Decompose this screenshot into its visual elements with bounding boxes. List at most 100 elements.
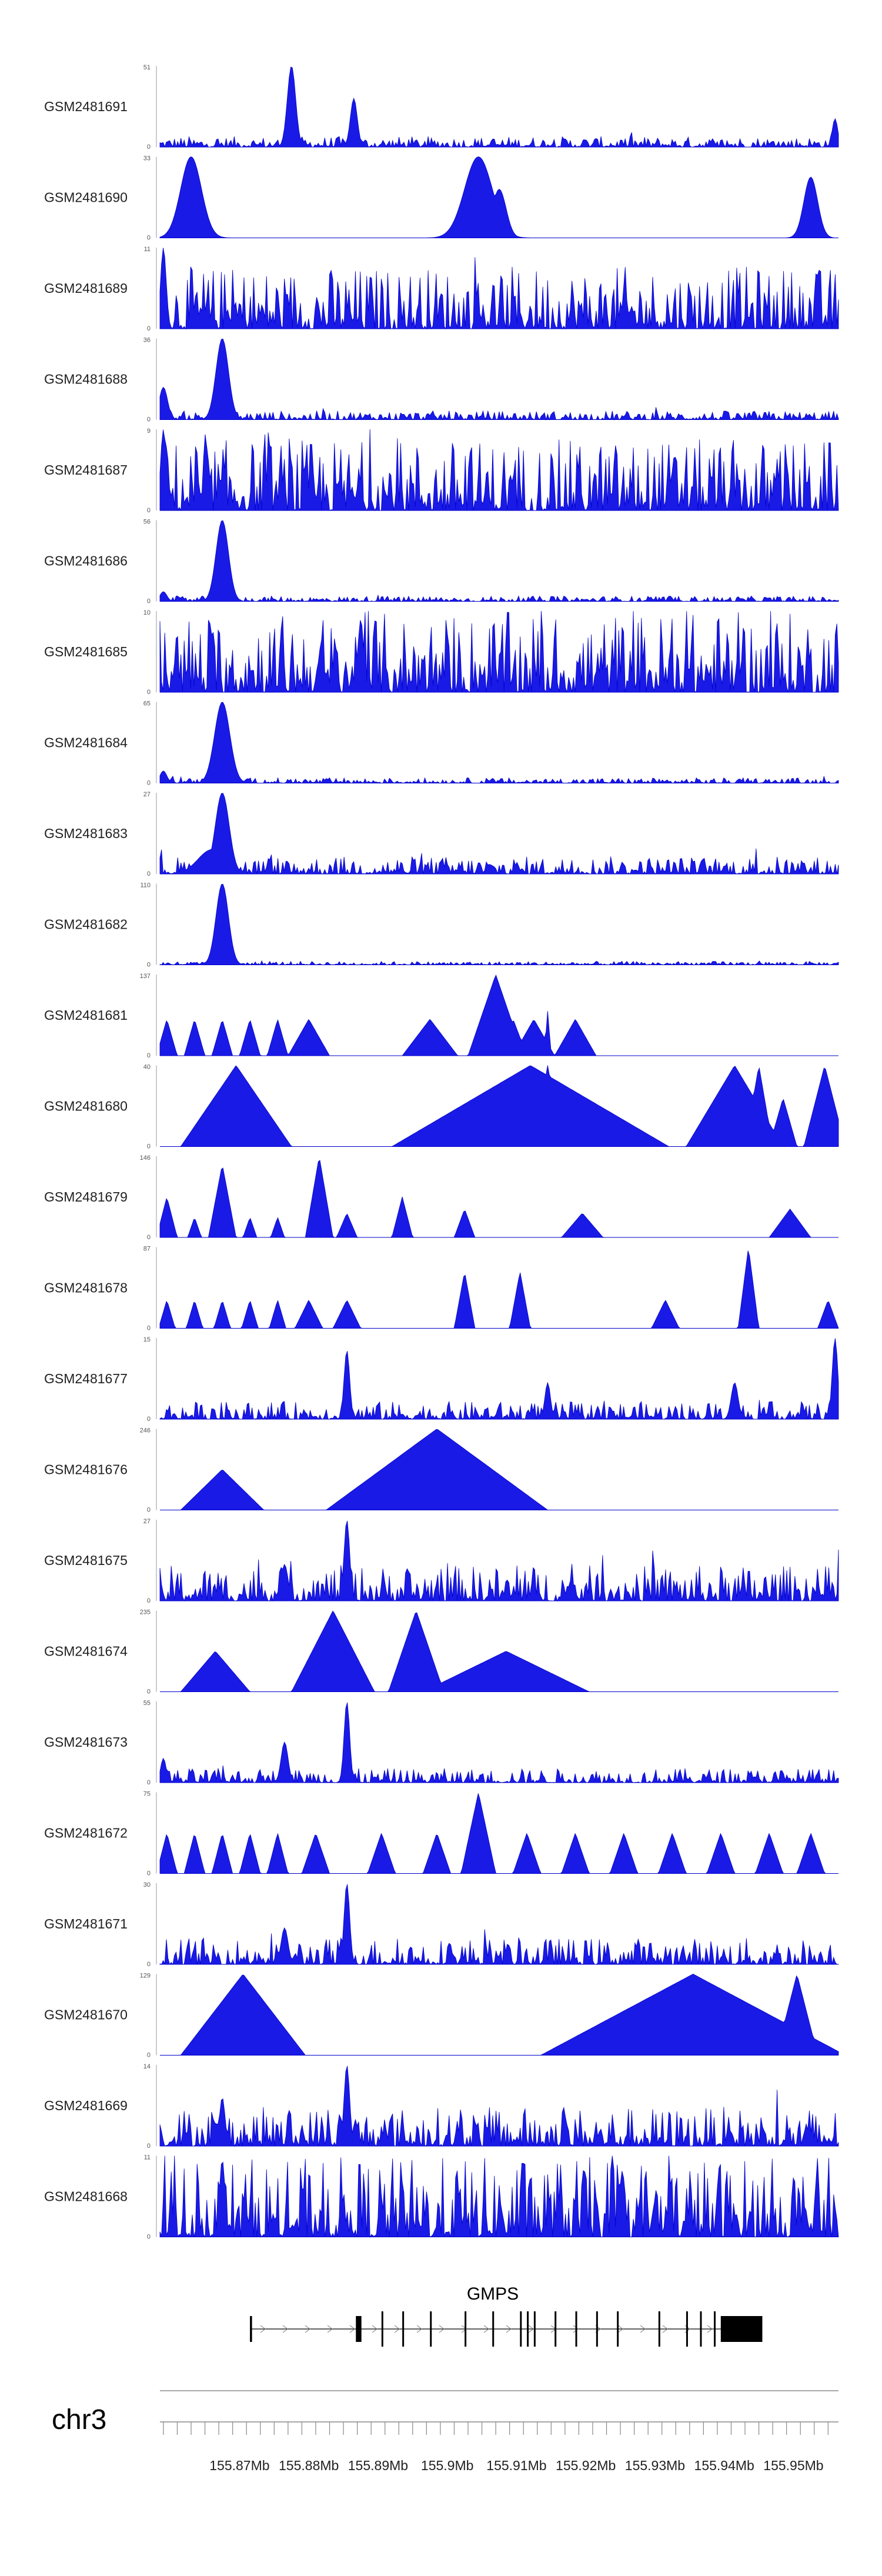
y-max-label: 14	[143, 2063, 151, 2070]
sample-label: GSM2481690	[44, 190, 128, 205]
coverage-area	[159, 520, 839, 602]
coverage-area	[159, 1250, 839, 1329]
y-min-label: 0	[147, 1234, 151, 1241]
y-max-label: 56	[143, 519, 151, 526]
y-min-label: 0	[147, 1143, 151, 1150]
coverage-area	[160, 1974, 839, 2056]
chromosome-label: chr3	[52, 2404, 106, 2435]
y-min-label: 0	[147, 507, 151, 514]
y-max-label: 51	[143, 64, 151, 71]
sample-label: GSM2481671	[44, 1916, 128, 1931]
coverage-area	[159, 1793, 838, 1874]
coverage-area	[159, 338, 839, 421]
track-GSM2481671: GSM2481671 30 0	[44, 1881, 839, 1968]
y-max-label: 40	[143, 1064, 151, 1071]
strand-arrow-icon	[327, 2325, 333, 2333]
gene-exon	[658, 2311, 660, 2347]
sample-label: GSM2481679	[44, 1189, 128, 1204]
track-GSM2481678: GSM2481678 87 0	[44, 1246, 839, 1332]
coverage-area	[159, 2155, 839, 2238]
y-min-label: 0	[147, 2143, 151, 2150]
strand-arrow-icon	[260, 2325, 266, 2333]
gene-exon	[381, 2311, 383, 2347]
sample-label: GSM2481684	[44, 735, 128, 750]
gene-exon	[250, 2316, 252, 2342]
strand-arrow-icon	[617, 2325, 623, 2333]
coverage-area	[159, 975, 838, 1056]
y-min-label: 0	[147, 962, 151, 969]
strand-arrow-icon	[349, 2325, 355, 2333]
gene-name-label: GMPS	[467, 2284, 519, 2304]
sample-label: GSM2481687	[44, 462, 128, 478]
y-max-label: 33	[143, 155, 151, 162]
coverage-area	[159, 66, 839, 148]
coverage-area	[159, 1520, 839, 1602]
track-GSM2481683: GSM2481683 27 0	[44, 791, 839, 877]
coverage-area	[159, 610, 839, 693]
y-min-label: 0	[147, 870, 151, 877]
sample-label: GSM2481672	[44, 1826, 128, 1841]
y-max-label: 27	[143, 1518, 151, 1525]
strand-arrow-icon	[282, 2325, 288, 2333]
gene-exon	[402, 2311, 405, 2347]
gene-exon	[575, 2311, 577, 2347]
strand-arrow-icon	[372, 2325, 377, 2333]
strand-arrow-icon	[439, 2325, 445, 2333]
y-min-label: 0	[147, 325, 151, 332]
y-min-label: 0	[147, 144, 151, 151]
strand-arrow-icon	[305, 2325, 310, 2333]
track-GSM2481676: GSM2481676 246 0	[44, 1427, 838, 1514]
y-max-label: 11	[144, 2154, 151, 2161]
y-min-label: 0	[147, 2052, 151, 2059]
track-GSM2481686: GSM2481686 56 0	[44, 519, 839, 605]
y-min-label: 0	[147, 1507, 151, 1514]
y-min-label: 0	[147, 1416, 151, 1423]
y-min-label: 0	[147, 235, 151, 242]
y-min-label: 0	[147, 1870, 151, 1877]
sample-label: GSM2481669	[44, 2098, 128, 2113]
gene-exon	[700, 2311, 702, 2347]
gene-exon	[465, 2311, 467, 2347]
sample-label: GSM2481688	[44, 372, 128, 387]
strand-arrow-icon	[506, 2325, 512, 2333]
gene-exon	[356, 2316, 362, 2342]
strand-arrow-icon	[573, 2325, 579, 2333]
y-max-label: 30	[143, 1881, 151, 1888]
sample-label: GSM2481673	[44, 1734, 128, 1750]
track-GSM2481691: GSM2481691 51 0	[44, 64, 839, 151]
y-max-label: 75	[143, 1791, 151, 1798]
coverage-area	[159, 2066, 839, 2147]
y-min-label: 0	[147, 2234, 151, 2241]
y-min-label: 0	[147, 1597, 151, 1604]
track-GSM2481673: GSM2481673 55 0	[44, 1700, 839, 1786]
gene-exon	[596, 2311, 598, 2347]
gene-exon	[554, 2311, 557, 2347]
sample-label: GSM2481681	[44, 1007, 128, 1023]
track-GSM2481674: GSM2481674 235 0	[44, 1609, 838, 1696]
sample-label: GSM2481677	[44, 1371, 128, 1386]
y-max-label: 15	[143, 1336, 151, 1343]
y-min-label: 0	[147, 416, 151, 423]
track-GSM2481689: GSM2481689 11 0	[44, 246, 839, 332]
gene-track: GMPS	[250, 2284, 763, 2347]
track-GSM2481669: GSM2481669 14 0	[44, 2063, 839, 2150]
y-min-label: 0	[147, 1689, 151, 1696]
y-max-label: 11	[144, 246, 151, 253]
sample-label: GSM2481675	[44, 1553, 128, 1568]
sample-label: GSM2481689	[44, 281, 128, 296]
track-GSM2481681: GSM2481681 137 0	[44, 973, 838, 1059]
axis-tick-label: 155.88Mb	[279, 2458, 339, 2473]
chromosome-axis: chr3 155.87Mb 155.88Mb 155.89Mb 155.9Mb 155.…	[52, 2390, 838, 2473]
axis-tick-label: 155.95Mb	[763, 2458, 823, 2473]
coverage-tracks: GSM2481691510GSM2481690330GSM2481689110G…	[44, 64, 839, 2241]
y-max-label: 9	[147, 428, 151, 435]
y-min-label: 0	[147, 1779, 151, 1786]
axis-tick-label: 155.91Mb	[486, 2458, 546, 2473]
strand-arrow-icon	[662, 2325, 668, 2333]
coverage-area	[159, 1338, 839, 1420]
strand-arrow-icon	[640, 2325, 646, 2333]
coverage-area	[159, 702, 839, 784]
gene-exon	[617, 2311, 619, 2347]
track-GSM2481680: GSM2481680 40 0	[44, 1064, 839, 1150]
strand-arrow-icon	[483, 2325, 489, 2333]
